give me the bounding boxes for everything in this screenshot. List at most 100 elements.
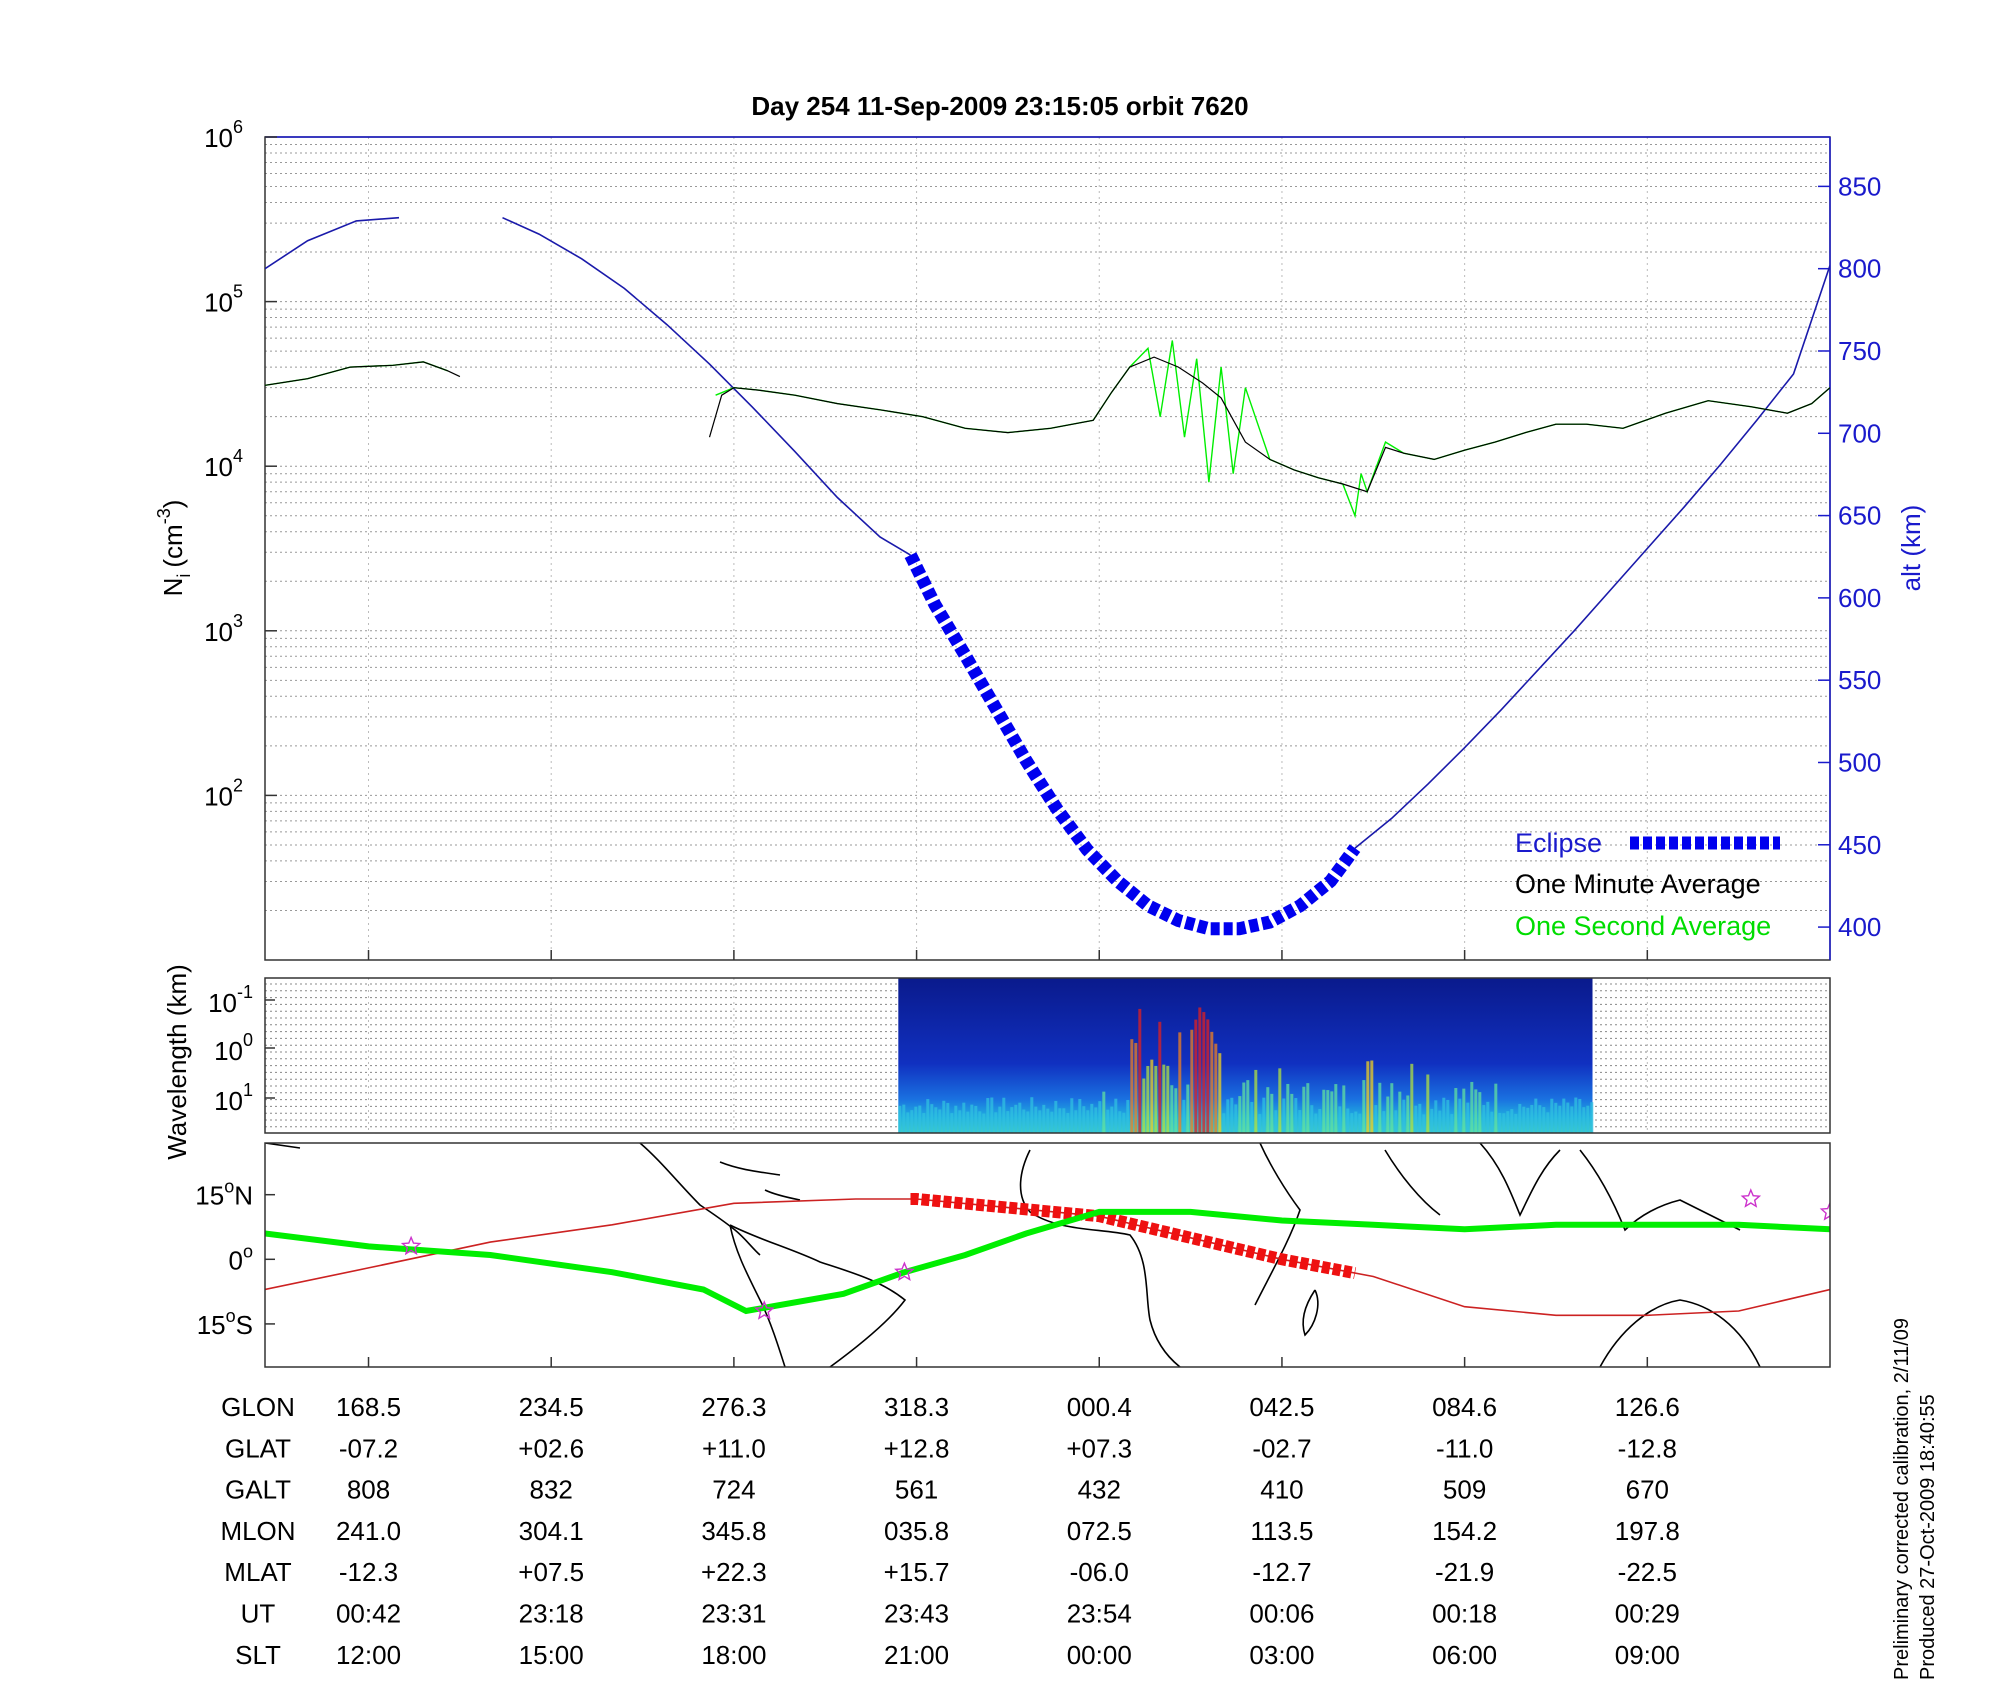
latitude-tick-value: 15 <box>195 1181 224 1211</box>
altitude-tick-label: 800 <box>1838 254 1881 284</box>
density-tick-label: 106 <box>204 117 243 153</box>
spectrogram-streak <box>978 1111 982 1133</box>
density-tick-exp: 2 <box>233 775 243 795</box>
table-row-label: GLON <box>221 1392 295 1422</box>
table-cell: 23:18 <box>519 1599 584 1629</box>
table-cell: 035.8 <box>884 1516 949 1546</box>
spectrogram-streak <box>1398 1091 1402 1133</box>
spectrogram-streak <box>1230 1097 1234 1133</box>
density-axis-label-sub: i <box>174 574 194 578</box>
spectrogram-streak <box>1122 1112 1126 1133</box>
spectrogram-streak <box>1182 1099 1186 1133</box>
wavelength-tick-base: 10 <box>208 988 237 1018</box>
top-panel-grid <box>265 137 1830 961</box>
table-cell: 241.0 <box>336 1516 401 1546</box>
spectrogram-streak <box>1134 1042 1138 1133</box>
latitude-tick-label: 15oS <box>197 1306 253 1340</box>
spectrogram-streak <box>954 1105 958 1133</box>
spectrogram-streak <box>1558 1105 1562 1133</box>
spectrogram-streak <box>1342 1085 1346 1133</box>
spectrogram-streak <box>1022 1109 1026 1133</box>
table-cell: 15:00 <box>519 1640 584 1670</box>
spectrogram-streak <box>1174 1088 1178 1133</box>
latitude-tick-value: 15 <box>197 1310 226 1340</box>
density-tick-label: 104 <box>204 446 243 482</box>
spectrogram-streak <box>1362 1080 1366 1133</box>
spectrogram-streak <box>1186 1084 1190 1133</box>
coast-southeast-asia <box>1579 1149 1741 1232</box>
table-cell: +12.8 <box>884 1433 950 1463</box>
spectrogram-streak <box>1066 1113 1070 1133</box>
spectrogram-streak <box>1250 1101 1254 1133</box>
spectrogram-streak <box>1058 1108 1062 1133</box>
spectrogram-streak <box>1034 1106 1038 1133</box>
spectrogram-streak <box>942 1100 946 1133</box>
spectrogram-streak <box>1374 1105 1378 1133</box>
spectrogram-streak <box>1390 1083 1394 1133</box>
density-tick-base: 10 <box>204 452 233 482</box>
spectrogram-streak <box>1074 1110 1078 1133</box>
spectrogram-streak <box>1282 1098 1286 1133</box>
spectrogram-streak <box>1566 1102 1570 1133</box>
spectrogram-streak <box>1006 1111 1010 1133</box>
chart-title: Day 254 11-Sep-2009 23:15:05 orbit 7620 <box>751 91 1248 121</box>
spectrogram-streak <box>1582 1107 1586 1133</box>
spectrogram-streak <box>926 1099 930 1133</box>
table-cell: +02.6 <box>518 1433 584 1463</box>
spectrogram-streak <box>1478 1092 1482 1133</box>
table-cell: 724 <box>712 1475 755 1505</box>
spectrogram-streak <box>1306 1083 1310 1133</box>
spectrogram-streak <box>922 1113 926 1133</box>
footpoint-star <box>1819 1201 1830 1221</box>
density-tick-label: 103 <box>204 611 243 647</box>
table-cell: 23:43 <box>884 1599 949 1629</box>
footpoint-star <box>754 1300 775 1320</box>
spectrogram-streak <box>1142 1078 1146 1133</box>
wavelength-tick-base: 10 <box>214 1036 243 1066</box>
altitude-tick-label: 400 <box>1838 912 1881 942</box>
table-row-label: SLT <box>235 1640 281 1670</box>
wavelength-tick-exp: -1 <box>237 982 253 1002</box>
table-cell: 126.6 <box>1615 1392 1680 1422</box>
table-cell: 23:31 <box>701 1599 766 1629</box>
spectrogram-streak <box>1110 1106 1114 1133</box>
table-cell: -22.5 <box>1618 1557 1677 1587</box>
spectrogram-streak <box>1242 1082 1246 1133</box>
spectrogram-streak <box>1202 1012 1206 1133</box>
table-cell: -12.7 <box>1252 1557 1311 1587</box>
spectrogram-streak <box>1454 1088 1458 1133</box>
table-cell: 808 <box>347 1475 390 1505</box>
spectrogram-streak <box>1470 1081 1474 1133</box>
table-cell: 21:00 <box>884 1640 949 1670</box>
eclipse-segment <box>904 552 1361 936</box>
coast-australia <box>1599 1299 1761 1367</box>
density-tick-exp: 6 <box>233 117 243 137</box>
spectrogram-streak <box>1486 1101 1490 1133</box>
spectrogram-streak <box>1378 1082 1382 1133</box>
spectrogram-streak <box>1522 1106 1526 1133</box>
spectrogram-streak <box>1370 1060 1374 1133</box>
spectrogram-streak <box>1262 1097 1266 1133</box>
spectrogram-streak <box>1190 1029 1194 1133</box>
legend-eclipse-label: Eclipse <box>1515 828 1602 858</box>
spectrogram-streak <box>1366 1061 1370 1133</box>
spectrogram-streak <box>1002 1097 1006 1133</box>
table-cell: 00:29 <box>1615 1599 1680 1629</box>
table-cell: 432 <box>1078 1475 1121 1505</box>
spectrogram-streak <box>1234 1104 1238 1133</box>
coast-caribbean <box>719 1161 801 1201</box>
spectrogram-streak <box>1206 1019 1210 1133</box>
spectrogram-streak <box>1214 1043 1218 1133</box>
table-cell: -21.9 <box>1435 1557 1494 1587</box>
latitude-tick-label: 0o <box>229 1241 253 1275</box>
spectrogram-streak <box>970 1104 974 1133</box>
spectrogram-streak <box>934 1107 938 1133</box>
spectrogram-streak <box>990 1097 994 1133</box>
spectrogram-streak <box>1146 1065 1150 1133</box>
density-axis-label-exp: -3 <box>154 508 174 524</box>
table-row-label: GALT <box>225 1475 291 1505</box>
table-row-label: MLON <box>220 1516 295 1546</box>
spectrogram-streak <box>1434 1100 1438 1133</box>
spectrogram-streak <box>986 1098 990 1133</box>
